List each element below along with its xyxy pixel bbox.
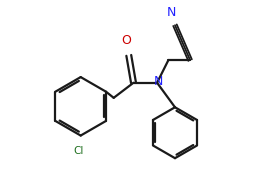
- Text: N: N: [167, 6, 176, 19]
- Text: O: O: [121, 34, 131, 47]
- Text: N: N: [154, 75, 163, 88]
- Text: Cl: Cl: [74, 146, 84, 156]
